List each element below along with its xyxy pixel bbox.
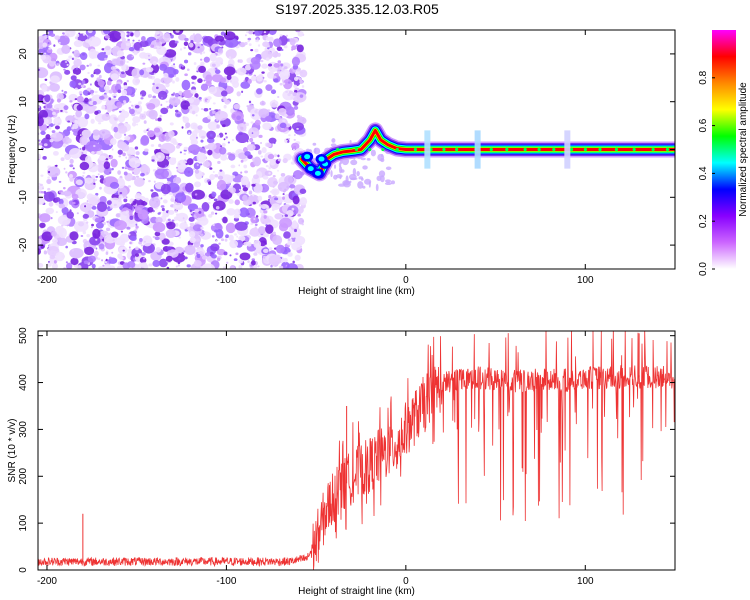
colorbar-tick-label: 0.0 [698,262,709,276]
plot2-ytick-label: 100 [18,514,29,531]
ridge-dot [523,147,527,152]
ridge-dot [651,147,655,152]
plot1-ytick-label: 10 [18,96,29,108]
colorbar-tick-label: 0.4 [698,166,709,180]
ridge-dot [537,147,541,152]
ridge-blob-core [307,166,314,172]
plot1-ytick-label: 20 [18,48,29,60]
colorbar [712,30,736,269]
plot1-ytick-label: 0 [18,146,29,152]
ridge-dot [413,147,418,152]
figure-title: S197.2025.335.12.03.R05 [275,1,439,17]
ridge-dot [455,147,459,152]
ridge-blob-core [304,154,311,160]
plot1-xtick-label: -100 [216,275,236,286]
ridge-smudge [424,130,431,169]
ridge-dot [583,147,588,152]
plot2-xtick-label: 0 [403,576,409,587]
colorbar-label: Normalized spectral amplitude [738,82,749,217]
ridge-blob-core [314,170,321,176]
plot2-xtick-label: -200 [37,576,57,587]
colorbar-tick-label: 0.6 [698,118,709,132]
ridge-blob-core [318,156,325,162]
plot2-ytick-label: 500 [18,327,29,344]
ridge-dot [395,147,399,152]
snr-plot [38,331,675,570]
plot1-xtick-label: -200 [37,275,57,286]
plot2-ytick-label: 400 [18,374,29,391]
plot1-ytick-label: -20 [18,237,29,252]
plot2-ytick-label: 200 [18,467,29,484]
ridge-dot [442,147,446,152]
ridge-dot [505,147,509,152]
plot1-xtick-label: 100 [577,275,594,286]
ridge-layer-6 [300,128,675,175]
plot1-ytick-label: -10 [18,190,29,205]
plot2-xtick-label: -100 [216,576,236,587]
plot1-xtick-label: 0 [403,275,409,286]
ridge-dot [336,147,340,152]
ridge-dot [632,147,636,152]
ridge-dot [598,147,602,152]
spectrogram-plot [38,30,675,269]
plot2-ytick-label: 0 [18,567,29,573]
colorbar-tick-label: 0.2 [698,214,709,228]
plot2-xlabel: Height of straight line (km) [298,586,415,597]
plot1-xlabel: Height of straight line (km) [298,286,415,297]
ridge-dot [354,147,359,152]
plot2-ytick-label: 300 [18,421,29,438]
ridge-dot [381,147,385,152]
ridge-smudge [564,130,571,169]
snr-series-line [38,331,675,570]
plot2-xtick-label: 100 [577,576,594,587]
plot2-frame [37,330,676,571]
ridge-dot [368,147,372,152]
plot1-ylabel: Frequency (Hz) [7,115,18,184]
ridge-dot [489,147,493,152]
ridge-dot [552,147,556,152]
colorbar-tick-label: 0.8 [698,70,709,84]
ridge-dot [665,147,670,152]
ridge-dot [569,147,574,152]
ridge-dot [614,147,619,152]
ridge-smudge [474,130,481,169]
plot2-ylabel: SNR (10 * v/v) [7,419,18,483]
